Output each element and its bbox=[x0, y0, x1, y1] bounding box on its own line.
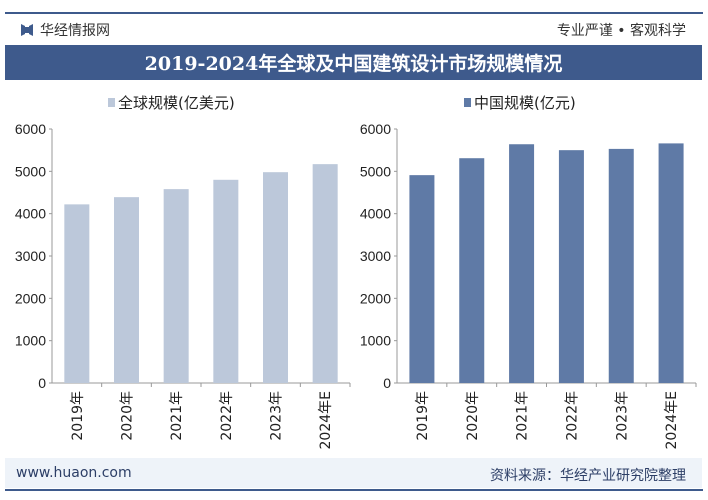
brand: 华经情报网 bbox=[20, 20, 110, 40]
x-tick-label: 2022年 bbox=[219, 391, 235, 441]
bar bbox=[213, 179, 239, 383]
x-tick-label: 2020年 bbox=[120, 391, 136, 441]
chart-title: 2019-2024年全球及中国建筑设计市场规模情况 bbox=[5, 45, 702, 80]
legend-label: 中国规模(亿元) bbox=[474, 94, 576, 112]
bar bbox=[558, 150, 584, 383]
bar bbox=[163, 189, 189, 383]
x-tick-label: 2021年 bbox=[169, 391, 185, 441]
legend-china: 中国规模(亿元) bbox=[464, 92, 576, 113]
bar bbox=[658, 143, 684, 383]
y-tick-label: 4000 bbox=[360, 206, 391, 222]
bar bbox=[459, 158, 485, 383]
x-tick-label: 2020年 bbox=[465, 391, 481, 441]
footer-band bbox=[5, 458, 702, 488]
slogan: 专业严谨 • 客观科学 bbox=[556, 23, 686, 39]
x-tick-label: 2023年 bbox=[614, 391, 630, 441]
y-tick-label: 2000 bbox=[360, 290, 391, 306]
x-tick-label: 2023年 bbox=[269, 391, 285, 441]
y-tick-label: 1000 bbox=[360, 333, 391, 349]
bar bbox=[608, 148, 634, 383]
y-tick-label: 4000 bbox=[15, 206, 46, 222]
y-tick-label: 2000 bbox=[15, 290, 46, 306]
bar bbox=[263, 172, 288, 383]
x-tick-label: 2019年 bbox=[70, 391, 86, 441]
bar bbox=[312, 164, 338, 383]
legend-swatch bbox=[464, 98, 471, 107]
top-divider bbox=[5, 12, 703, 14]
y-tick-label: 6000 bbox=[15, 121, 46, 137]
footer-site: www.huaon.com bbox=[16, 465, 132, 481]
legend-swatch bbox=[108, 98, 115, 107]
y-tick-label: 5000 bbox=[360, 163, 391, 179]
footer-source: 资料来源：华经产业研究院整理 bbox=[490, 468, 686, 484]
bar bbox=[64, 204, 90, 383]
y-tick-label: 0 bbox=[383, 375, 391, 391]
y-tick-label: 3000 bbox=[360, 248, 391, 264]
x-tick-label: 2019年 bbox=[415, 391, 431, 441]
bar bbox=[409, 175, 435, 383]
bar bbox=[114, 197, 139, 383]
y-tick-label: 6000 bbox=[360, 121, 391, 137]
x-tick-label: 2024年E bbox=[664, 391, 680, 449]
y-tick-label: 1000 bbox=[15, 333, 46, 349]
legend-label: 全球规模(亿美元) bbox=[118, 94, 235, 112]
brand-logo-icon bbox=[21, 24, 33, 36]
legend-global: 全球规模(亿美元) bbox=[108, 92, 235, 113]
brand-name: 华经情报网 bbox=[40, 23, 110, 39]
y-tick-label: 3000 bbox=[15, 248, 46, 264]
bar bbox=[509, 144, 535, 383]
x-tick-label: 2021年 bbox=[515, 391, 531, 441]
y-tick-label: 5000 bbox=[15, 163, 46, 179]
y-tick-label: 0 bbox=[38, 375, 46, 391]
x-tick-label: 2022年 bbox=[564, 391, 580, 441]
bottom-divider bbox=[5, 489, 703, 491]
x-tick-label: 2024年E bbox=[318, 391, 334, 449]
